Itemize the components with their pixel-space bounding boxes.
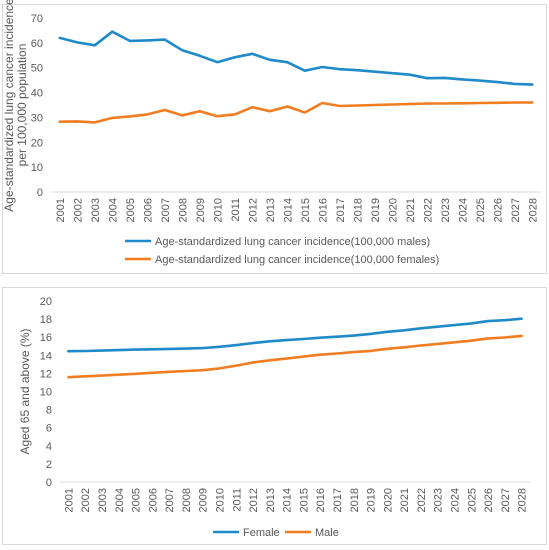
y-tick-label: 20 [31, 137, 43, 149]
x-tick-label: 2027 [500, 488, 512, 512]
x-tick-label: 2017 [335, 198, 347, 222]
y-tick-label: 60 [31, 38, 43, 50]
x-tick-label: 2021 [399, 488, 411, 512]
y-tick-label: 20 [40, 296, 52, 308]
x-tick-label: 2002 [80, 488, 92, 512]
x-tick-label: 2016 [317, 198, 329, 222]
x-tick-label: 2028 [527, 198, 539, 222]
x-tick-label: 2006 [142, 198, 154, 222]
x-tick-label: 2006 [147, 488, 159, 512]
x-tick-label: 2010 [214, 488, 226, 512]
x-tick-label: 2026 [483, 488, 495, 512]
x-tick-label: 2020 [382, 488, 394, 512]
x-tick-label: 2004 [107, 198, 119, 222]
x-tick-label: 2003 [97, 488, 109, 512]
chart-panel-aged65: 0 2 4 6 8 10 12 14 16 18 20 2001 2002 2003 2004 2005 200… [2, 287, 547, 545]
x-tick-label: 2008 [177, 198, 189, 222]
legend-label: Age-standardized lung cancer incidence(1… [155, 254, 439, 266]
y-tick-label: 40 [31, 88, 43, 100]
x-tick-label: 2015 [298, 488, 310, 512]
x-tick-label: 2028 [517, 488, 529, 512]
x-tick-label: 2005 [131, 488, 143, 512]
series-line-blue [67, 317, 523, 353]
y-tick-label: 14 [40, 350, 52, 362]
x-tick-label: 2001 [63, 488, 75, 512]
x-tick-label: 2016 [315, 488, 327, 512]
y-tick-label: 8 [46, 405, 52, 417]
x-tick-label: 2007 [164, 488, 176, 512]
x-tick-label: 2007 [160, 198, 172, 222]
x-tick-label: 2024 [449, 488, 461, 512]
x-tick-label: 2017 [332, 488, 344, 512]
legend-label: Female [243, 527, 280, 539]
y-tick-label: 6 [46, 423, 52, 435]
x-tick-label: 2005 [125, 198, 137, 222]
x-tick-label: 2027 [510, 198, 522, 222]
y-tick-label: 2 [46, 459, 52, 471]
x-tick-label: 2014 [282, 198, 294, 222]
y-axis-title-line: Age-standardized lung cancer incidence [2, 0, 16, 212]
y-axis-title: Aged 65 and above (%) [18, 328, 32, 454]
x-tick-label: 2009 [195, 198, 207, 222]
x-tick-label: 2015 [300, 198, 312, 222]
x-tick-label: 2003 [90, 198, 102, 222]
x-tick-label: 2001 [55, 198, 67, 222]
y-tick-label: 10 [40, 387, 52, 399]
y-tick-label: 18 [40, 314, 52, 326]
x-tick-label: 2004 [114, 488, 126, 512]
x-tick-label: 2014 [282, 488, 294, 512]
y-tick-label: 0 [37, 187, 43, 199]
y-tick-label: 50 [31, 63, 43, 75]
x-tick-label: 2019 [370, 198, 382, 222]
series-line-blue [58, 30, 534, 86]
x-tick-label: 2021 [405, 198, 417, 222]
x-tick-label: 2023 [433, 488, 445, 512]
x-tick-label: 2008 [181, 488, 193, 512]
x-tick-label: 2026 [492, 198, 504, 222]
x-tick-label: 2022 [422, 198, 434, 222]
x-tick-label: 2010 [212, 198, 224, 222]
x-tick-label: 2019 [366, 488, 378, 512]
x-tick-label: 2011 [231, 488, 243, 512]
chart-panel-incidence: 0 10 20 30 40 50 60 70 2001 2002 2003 2004 2005 2006 2… [2, 0, 547, 274]
x-tick-label: 2013 [265, 488, 277, 512]
legend-label: Male [315, 527, 339, 539]
x-tick-label: 2025 [475, 198, 487, 222]
x-tick-label: 2013 [265, 198, 277, 222]
x-tick-label: 2009 [198, 488, 210, 512]
series-line-orange [58, 101, 534, 124]
x-tick-label: 2011 [230, 198, 242, 222]
x-tick-label: 2002 [72, 198, 84, 222]
y-axis-title-line: per 100,000 population [15, 44, 29, 167]
y-tick-label: 70 [31, 13, 43, 25]
incidence-chart: 0 10 20 30 40 50 60 70 2001 2002 2003 2004 2005 2006 2… [2, 0, 541, 266]
x-tick-label: 2023 [440, 198, 452, 222]
y-tick-label: 10 [31, 162, 43, 174]
x-tick-label: 2018 [352, 198, 364, 222]
y-tick-label: 16 [40, 332, 52, 344]
x-tick-label: 2012 [248, 488, 260, 512]
x-tick-label: 2022 [416, 488, 428, 512]
x-tick-label: 2024 [457, 198, 469, 222]
y-tick-label: 0 [46, 477, 52, 489]
y-tick-label: 12 [40, 368, 52, 380]
aged65-chart: 0 2 4 6 8 10 12 14 16 18 20 2001 2002 2003 2004 2005 200… [18, 296, 530, 539]
y-tick-label: 30 [31, 112, 43, 124]
legend-label: Age-standardized lung cancer incidence(1… [155, 236, 430, 248]
y-tick-label: 4 [46, 441, 52, 453]
series-line-orange [67, 334, 523, 379]
x-tick-label: 2018 [349, 488, 361, 512]
x-tick-label: 2025 [466, 488, 478, 512]
x-tick-label: 2020 [387, 198, 399, 222]
x-tick-label: 2012 [247, 198, 259, 222]
